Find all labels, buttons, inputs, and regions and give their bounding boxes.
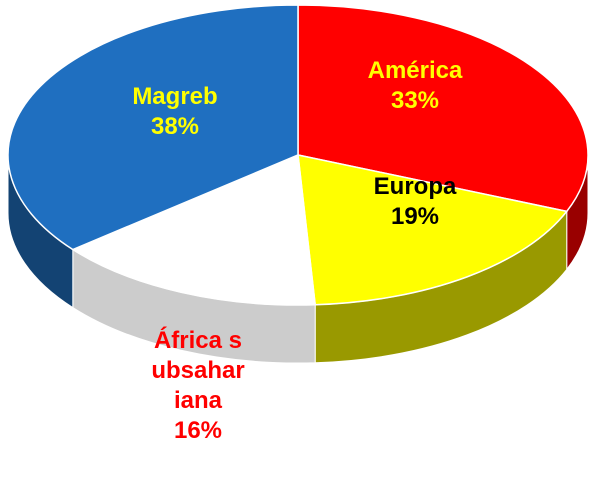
value-label: 16%	[173, 417, 223, 444]
slice-label: Europa 19%	[345, 172, 485, 232]
slice	[297, 4, 589, 213]
slice	[7, 4, 299, 251]
slice	[71, 153, 317, 306]
slice-label: Magreb 38%	[105, 82, 245, 142]
category-label: Magreb	[132, 83, 218, 110]
slice-label: África subsahariana 16%	[148, 326, 248, 446]
slice	[297, 154, 569, 306]
slice-label: América 33%	[345, 56, 485, 116]
category-label: Europa	[373, 173, 457, 200]
value-label: 33%	[390, 87, 440, 114]
category-label: América	[367, 57, 463, 84]
category-label: África subsahariana	[151, 327, 245, 414]
value-label: 19%	[390, 203, 440, 230]
value-label: 38%	[150, 113, 200, 140]
